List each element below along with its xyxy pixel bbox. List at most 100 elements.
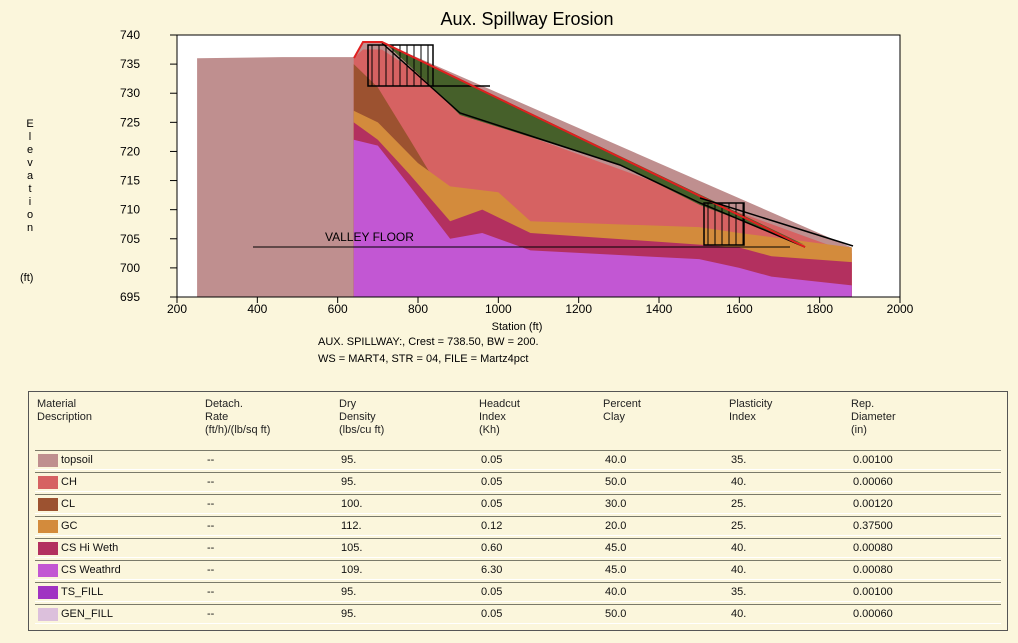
- table-row: topsoil--95.0.0540.035.0.00100: [35, 450, 1001, 470]
- table-cell: TS_FILL: [61, 586, 103, 598]
- table-cell: 6.30: [481, 564, 502, 576]
- y-tick-label: 730: [120, 86, 140, 100]
- header-line: Plasticity: [729, 398, 772, 411]
- table-cell: 40.: [731, 608, 746, 620]
- header-line: Clay: [603, 411, 641, 424]
- table-cell: 40.0: [605, 586, 626, 598]
- header-line: Headcut: [479, 398, 520, 411]
- table-cell: 0.12: [481, 520, 502, 532]
- header-line: Index: [479, 411, 520, 424]
- table-row: CL -- 100. 0.05 30.0 25. 0.00120: [35, 494, 1001, 514]
- table-cell: 50.0: [605, 608, 626, 620]
- table-cell: 20.0: [605, 520, 626, 532]
- annotation: VALLEY FLOOR: [325, 230, 414, 244]
- x-tick-label: 1800: [806, 302, 833, 316]
- table-cell: 45.0: [605, 542, 626, 554]
- column-header: Rep.Diameter(in): [851, 398, 896, 437]
- table-cell: --: [207, 520, 214, 532]
- table-cell: 0.05: [481, 586, 502, 598]
- table-cell: --: [207, 608, 214, 620]
- y-tick-label: 720: [120, 144, 140, 158]
- table-cell: 95.: [341, 454, 356, 466]
- table-cell: 0.00080: [853, 564, 893, 576]
- header-line: (ft/h)/(lb/sq ft): [205, 424, 270, 437]
- table-row: TS_FILL -- 95. 0.05 40.0 35. 0.00100: [35, 582, 1001, 602]
- y-tick-label: 740: [120, 28, 140, 42]
- table-cell: 0.00100: [853, 454, 893, 466]
- x-tick-label: 200: [167, 302, 187, 316]
- y-axis-unit: (ft): [20, 272, 33, 284]
- x-tick-label: 400: [247, 302, 267, 316]
- table-cell: 40.: [731, 476, 746, 488]
- x-tick-label: 800: [408, 302, 428, 316]
- header-line: Detach.: [205, 398, 270, 411]
- table-cell: 0.00120: [853, 498, 893, 510]
- table-cell: --: [207, 542, 214, 554]
- header-line: Diameter: [851, 411, 896, 424]
- chart: VALLEY FLOOR Aux. Spillway Erosion Stati…: [0, 0, 1018, 390]
- table-cell: 45.0: [605, 564, 626, 576]
- header-line: Description: [37, 411, 92, 424]
- table-cell: 25.: [731, 498, 746, 510]
- table-cell: CL: [61, 498, 75, 510]
- table-cell: 95.: [341, 608, 356, 620]
- y-tick-label: 705: [120, 232, 140, 246]
- x-tick-label: 600: [328, 302, 348, 316]
- y-tick-label: 735: [120, 57, 140, 71]
- table-cell: 35.: [731, 586, 746, 598]
- table-cell: 0.37500: [853, 520, 893, 532]
- table-cell: 0.00060: [853, 476, 893, 488]
- table-cell: --: [207, 476, 214, 488]
- table-cell: 95.: [341, 476, 356, 488]
- table-cell: 40.: [731, 542, 746, 554]
- header-line: Material: [37, 398, 92, 411]
- table-cell: 0.05: [481, 454, 502, 466]
- header-line: (lbs/cu ft): [339, 424, 384, 437]
- color-swatch: [38, 520, 58, 533]
- table-cell: 112.: [341, 520, 362, 532]
- color-swatch: [38, 454, 58, 467]
- table-cell: GEN_FILL: [61, 608, 113, 620]
- header-line: (in): [851, 424, 896, 437]
- table-cell: CH: [61, 476, 77, 488]
- x-tick-label: 1400: [646, 302, 673, 316]
- table-cell: 0.05: [481, 476, 502, 488]
- table-cell: 35.: [731, 454, 746, 466]
- table-cell: 40.0: [605, 454, 626, 466]
- header-line: Percent: [603, 398, 641, 411]
- table-row: GC--112.0.1220.025.0.37500: [35, 516, 1001, 536]
- x-tick-label: 2000: [887, 302, 914, 316]
- table-cell: 0.05: [481, 498, 502, 510]
- table-cell: 30.0: [605, 498, 626, 510]
- table-cell: 40.: [731, 564, 746, 576]
- x-tick-label: 1200: [565, 302, 592, 316]
- table-cell: 109.: [341, 564, 362, 576]
- table-cell: CS Hi Weth: [61, 542, 118, 554]
- table-cell: 0.00100: [853, 586, 893, 598]
- table-cell: --: [207, 498, 214, 510]
- column-header: Detach.Rate(ft/h)/(lb/sq ft): [205, 398, 270, 437]
- header-line: Rep.: [851, 398, 896, 411]
- table-cell: --: [207, 586, 214, 598]
- y-axis-label: Elevation: [24, 118, 36, 235]
- table-cell: 0.60: [481, 542, 502, 554]
- color-swatch: [38, 608, 58, 621]
- color-swatch: [38, 476, 58, 489]
- header-line: (Kh): [479, 424, 520, 437]
- table-cell: 100.: [341, 498, 362, 510]
- color-swatch: [38, 586, 58, 599]
- table-cell: 95.: [341, 586, 356, 598]
- x-axis-label: Station (ft): [492, 321, 543, 333]
- table-cell: 25.: [731, 520, 746, 532]
- app-window: VALLEY FLOOR Aux. Spillway Erosion Stati…: [0, 0, 1018, 643]
- header-line: Dry: [339, 398, 384, 411]
